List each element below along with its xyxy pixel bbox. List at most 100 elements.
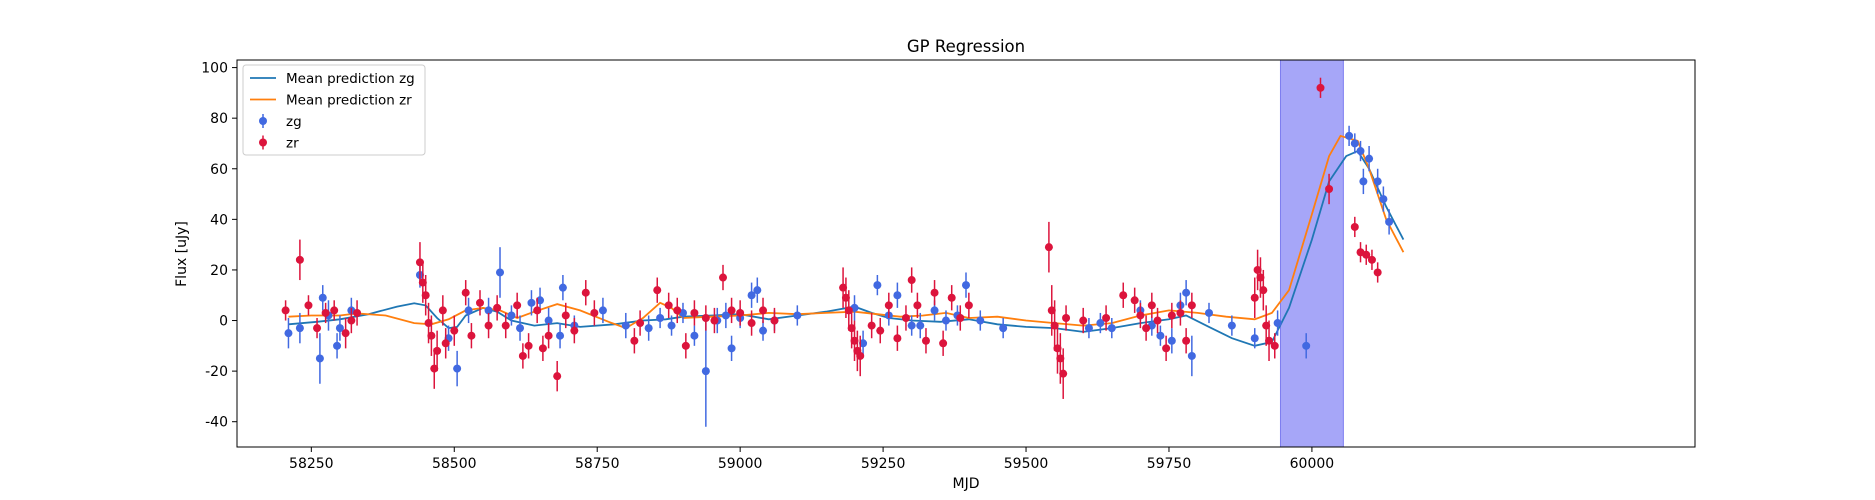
data-point xyxy=(313,324,322,333)
data-point xyxy=(1356,147,1365,156)
data-point xyxy=(518,351,527,360)
data-point xyxy=(544,316,553,325)
y-tick-label: 60 xyxy=(210,162,228,178)
data-point xyxy=(544,331,553,340)
data-point xyxy=(1250,334,1259,343)
data-point xyxy=(759,326,768,335)
data-point xyxy=(536,296,545,305)
data-point xyxy=(430,364,439,373)
legend-entry-label: Mean prediction zr xyxy=(286,93,412,109)
data-point xyxy=(330,306,339,315)
y-tick-label: -20 xyxy=(205,364,228,380)
data-point xyxy=(533,306,542,315)
data-point xyxy=(513,301,522,310)
data-point xyxy=(644,324,653,333)
x-tick-label: 58750 xyxy=(575,456,620,472)
data-point xyxy=(941,316,950,325)
data-point xyxy=(701,367,710,376)
data-point xyxy=(630,336,639,345)
data-point xyxy=(964,301,973,310)
data-point xyxy=(753,286,762,295)
legend-entry-label: Mean prediction zg xyxy=(286,71,415,87)
data-point xyxy=(621,321,630,330)
y-axis-label: Flux [uJy] xyxy=(174,221,190,287)
data-point xyxy=(1053,344,1062,353)
data-point xyxy=(1182,288,1191,297)
data-point xyxy=(939,339,948,348)
data-point xyxy=(913,301,922,310)
data-point xyxy=(441,339,450,348)
data-point xyxy=(318,293,327,302)
data-point xyxy=(1147,301,1156,310)
data-point xyxy=(1119,291,1128,300)
x-tick-label: 58250 xyxy=(289,456,334,472)
data-point xyxy=(1273,319,1282,328)
data-point xyxy=(841,293,850,302)
data-point xyxy=(1096,319,1105,328)
data-point xyxy=(1265,336,1274,345)
data-point xyxy=(341,329,350,338)
data-point xyxy=(759,306,768,315)
data-point xyxy=(1107,324,1116,333)
data-point xyxy=(1162,344,1171,353)
data-point xyxy=(1130,296,1139,305)
x-tick-label: 59250 xyxy=(861,456,906,472)
data-point xyxy=(916,321,925,330)
data-point xyxy=(570,326,579,335)
chart-title: GP Regression xyxy=(907,37,1025,56)
data-point xyxy=(653,286,662,295)
data-point xyxy=(1182,336,1191,345)
x-tick-label: 59750 xyxy=(1147,456,1192,472)
data-point xyxy=(1373,268,1382,277)
data-point xyxy=(999,324,1008,333)
data-point xyxy=(284,329,293,338)
data-point xyxy=(1385,217,1394,226)
series-zg xyxy=(284,125,1394,427)
data-point xyxy=(527,298,536,307)
data-point xyxy=(1227,321,1236,330)
legend-box xyxy=(242,64,426,156)
data-point xyxy=(876,326,885,335)
data-point xyxy=(721,311,730,320)
data-point xyxy=(673,306,682,315)
data-point xyxy=(433,346,442,355)
data-point xyxy=(690,331,699,340)
data-point xyxy=(558,283,567,292)
data-point xyxy=(856,351,865,360)
data-point xyxy=(598,306,607,315)
data-point xyxy=(1205,308,1213,317)
data-point xyxy=(561,311,570,320)
data-point xyxy=(453,364,462,373)
data-point xyxy=(1136,311,1145,320)
x-tick-label: 58500 xyxy=(432,456,477,472)
data-point xyxy=(464,306,473,315)
data-point xyxy=(347,316,356,325)
data-point xyxy=(901,314,910,322)
data-point xyxy=(493,303,502,312)
data-point xyxy=(727,306,736,315)
data-point xyxy=(1345,131,1354,140)
data-point xyxy=(461,288,470,297)
data-point xyxy=(1167,336,1176,345)
data-point xyxy=(1379,195,1388,204)
y-tick-label: 80 xyxy=(210,111,228,127)
data-point xyxy=(1362,250,1371,259)
data-point xyxy=(1044,243,1053,252)
data-point xyxy=(1156,331,1165,340)
data-point xyxy=(867,321,876,330)
data-point xyxy=(1056,354,1065,363)
data-point xyxy=(281,306,290,315)
data-point xyxy=(304,301,313,310)
data-point xyxy=(581,288,590,297)
data-point xyxy=(438,306,447,315)
data-point xyxy=(516,324,525,333)
data-point xyxy=(1262,321,1271,330)
x-tick-label: 60000 xyxy=(1290,456,1335,472)
data-point xyxy=(1302,341,1311,350)
data-point xyxy=(335,324,344,333)
data-point xyxy=(719,273,727,282)
x-tick-label: 59000 xyxy=(718,456,763,472)
data-point xyxy=(1167,311,1176,320)
data-point xyxy=(1367,255,1376,264)
data-point xyxy=(1359,177,1368,186)
